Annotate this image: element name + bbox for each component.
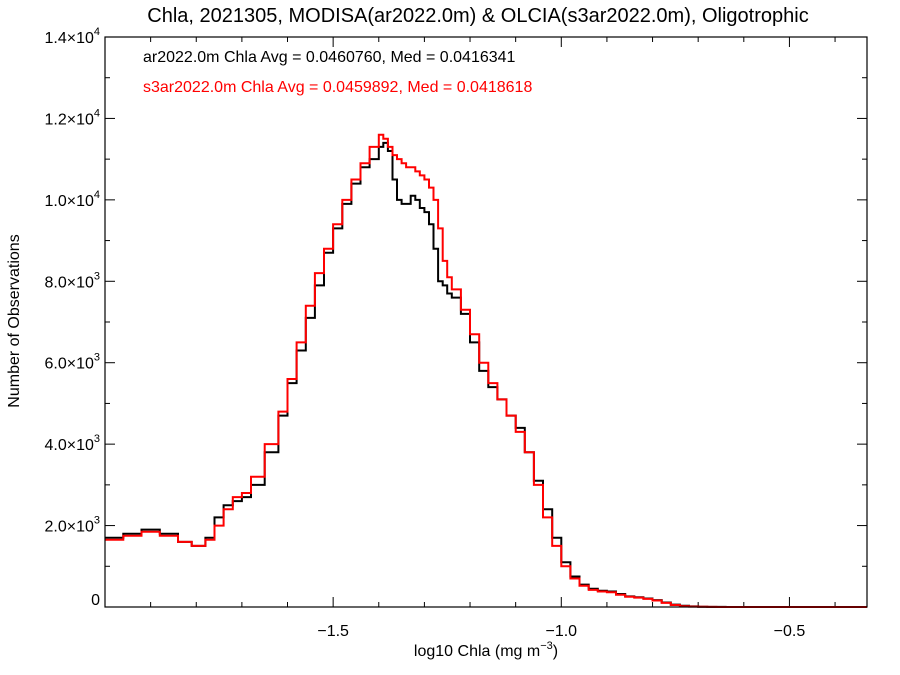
- y-tick-label: 2.0×103: [44, 515, 100, 536]
- y-tick-label: 4.0×103: [44, 433, 100, 454]
- y-tick-label: 1.0×104: [44, 189, 100, 210]
- series-line-modisa: [105, 141, 867, 608]
- x-tick-label: −0.5: [774, 623, 806, 640]
- axis-ticks: −1.5 −1.0 −0.5 0 2.0×103 4.0×103 6.0×103 8.0×10…: [44, 26, 867, 640]
- legend-annotation-modisa: ar2022.0m Chla Avg = 0.0460760, Med = 0.…: [143, 49, 516, 66]
- y-axis-title: Number of Observations: [6, 234, 23, 407]
- y-tick-label: 1.2×104: [44, 107, 100, 128]
- x-axis-title-main: log10 Chla (mg m: [414, 643, 540, 660]
- x-axis-title-superscript: −3: [540, 640, 553, 652]
- y-tick-label: 8.0×103: [44, 270, 100, 291]
- legend-annotation-olcia: s3ar2022.0m Chla Avg = 0.0459892, Med = …: [143, 79, 532, 96]
- series-layer: [105, 133, 867, 608]
- plot-frame: [104, 36, 868, 608]
- x-tick-label: −1.0: [545, 623, 577, 640]
- x-tick-label: −1.5: [317, 623, 349, 640]
- series-line-olcia: [105, 133, 867, 608]
- chart-title: Chla, 2021305, MODISA(ar2022.0m) & OLCIA…: [147, 5, 808, 27]
- y-tick-label: 1.4×104: [44, 26, 100, 47]
- y-tick-label: 0: [91, 592, 100, 609]
- x-axis-title: log10 Chla (mg m−3): [414, 640, 558, 660]
- x-axis-title-end: ): [553, 643, 558, 660]
- y-tick-label: 6.0×103: [44, 352, 100, 373]
